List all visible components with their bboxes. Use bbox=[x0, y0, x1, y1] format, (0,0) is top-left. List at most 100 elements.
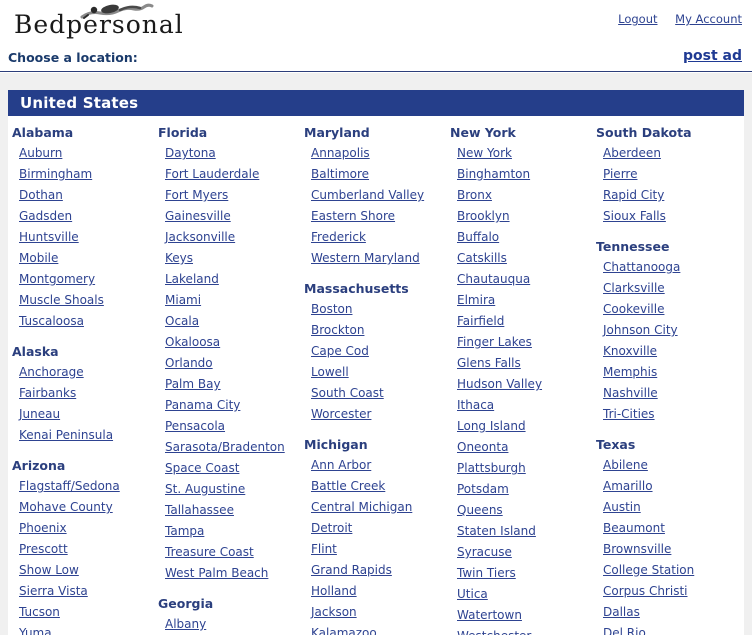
city-link-flint[interactable]: Flint bbox=[311, 542, 337, 556]
city-link-west-palm-beach[interactable]: West Palm Beach bbox=[165, 566, 269, 580]
city-link-albany[interactable]: Albany bbox=[165, 617, 207, 631]
city-link-brooklyn[interactable]: Brooklyn bbox=[457, 209, 510, 223]
city-link-huntsville[interactable]: Huntsville bbox=[19, 230, 79, 244]
city-link-tuscaloosa[interactable]: Tuscaloosa bbox=[19, 314, 84, 328]
city-link-tallahassee[interactable]: Tallahassee bbox=[165, 503, 234, 517]
city-link-college-station[interactable]: College Station bbox=[603, 563, 695, 577]
city-link-long-island[interactable]: Long Island bbox=[457, 419, 526, 433]
city-link-new-york[interactable]: New York bbox=[457, 146, 512, 160]
city-link-show-low[interactable]: Show Low bbox=[19, 563, 79, 577]
city-link-rapid-city[interactable]: Rapid City bbox=[603, 188, 665, 202]
city-link-chautauqua[interactable]: Chautauqua bbox=[457, 272, 531, 286]
city-link-westchester[interactable]: Westchester bbox=[457, 626, 531, 635]
city-link-abilene[interactable]: Abilene bbox=[603, 458, 648, 472]
city-link-staten-island[interactable]: Staten Island bbox=[457, 524, 536, 538]
city-link-lakeland[interactable]: Lakeland bbox=[165, 272, 219, 286]
city-link-boston[interactable]: Boston bbox=[311, 302, 353, 316]
city-link-tri-cities[interactable]: Tri-Cities bbox=[603, 407, 655, 421]
city-link-ocala[interactable]: Ocala bbox=[165, 314, 200, 328]
city-link-anchorage[interactable]: Anchorage bbox=[19, 365, 84, 379]
city-link-fairfield[interactable]: Fairfield bbox=[457, 314, 505, 328]
city-link-brownsville[interactable]: Brownsville bbox=[603, 542, 672, 556]
city-link-catskills[interactable]: Catskills bbox=[457, 251, 507, 265]
city-link-jacksonville[interactable]: Jacksonville bbox=[165, 230, 236, 244]
city-link-birmingham[interactable]: Birmingham bbox=[19, 167, 93, 181]
post-ad-link[interactable]: post ad bbox=[682, 48, 742, 64]
city-link-orlando[interactable]: Orlando bbox=[165, 356, 213, 370]
city-link-kenai-peninsula[interactable]: Kenai Peninsula bbox=[19, 428, 114, 442]
city-link-corpus-christi[interactable]: Corpus Christi bbox=[603, 584, 688, 598]
city-link-pensacola[interactable]: Pensacola bbox=[165, 419, 226, 433]
city-link-prescott[interactable]: Prescott bbox=[19, 542, 68, 556]
city-link-juneau[interactable]: Juneau bbox=[19, 407, 61, 421]
city-link-dallas[interactable]: Dallas bbox=[603, 605, 640, 619]
city-link-kalamazoo[interactable]: Kalamazoo bbox=[311, 626, 377, 635]
city-link-oneonta[interactable]: Oneonta bbox=[457, 440, 509, 454]
city-link-bronx[interactable]: Bronx bbox=[457, 188, 492, 202]
city-link-fort-lauderdale[interactable]: Fort Lauderdale bbox=[165, 167, 260, 181]
city-link-tucson[interactable]: Tucson bbox=[19, 605, 60, 619]
city-link-gadsden[interactable]: Gadsden bbox=[19, 209, 73, 223]
city-link-ithaca[interactable]: Ithaca bbox=[457, 398, 495, 412]
city-link-cape-cod[interactable]: Cape Cod bbox=[311, 344, 369, 358]
city-link-memphis[interactable]: Memphis bbox=[603, 365, 658, 379]
city-link-austin[interactable]: Austin bbox=[603, 500, 641, 514]
city-link-south-coast[interactable]: South Coast bbox=[311, 386, 384, 400]
city-link-grand-rapids[interactable]: Grand Rapids bbox=[311, 563, 392, 577]
city-link-yuma[interactable]: Yuma bbox=[19, 626, 52, 635]
city-link-keys[interactable]: Keys bbox=[165, 251, 194, 265]
city-link-phoenix[interactable]: Phoenix bbox=[19, 521, 67, 535]
city-link-cumberland-valley[interactable]: Cumberland Valley bbox=[311, 188, 425, 202]
city-link-okaloosa[interactable]: Okaloosa bbox=[165, 335, 221, 349]
city-link-frederick[interactable]: Frederick bbox=[311, 230, 366, 244]
city-link-detroit[interactable]: Detroit bbox=[311, 521, 353, 535]
city-link-aberdeen[interactable]: Aberdeen bbox=[603, 146, 661, 160]
city-link-gainesville[interactable]: Gainesville bbox=[165, 209, 231, 223]
city-link-syracuse[interactable]: Syracuse bbox=[457, 545, 512, 559]
city-link-auburn[interactable]: Auburn bbox=[19, 146, 63, 160]
city-link-lowell[interactable]: Lowell bbox=[311, 365, 349, 379]
city-link-fort-myers[interactable]: Fort Myers bbox=[165, 188, 229, 202]
city-link-eastern-shore[interactable]: Eastern Shore bbox=[311, 209, 396, 223]
city-link-mohave-county[interactable]: Mohave County bbox=[19, 500, 113, 514]
city-link-miami[interactable]: Miami bbox=[165, 293, 202, 307]
city-link-worcester[interactable]: Worcester bbox=[311, 407, 372, 421]
city-link-pierre[interactable]: Pierre bbox=[603, 167, 638, 181]
city-link-fairbanks[interactable]: Fairbanks bbox=[19, 386, 77, 400]
city-link-montgomery[interactable]: Montgomery bbox=[19, 272, 96, 286]
city-link-clarksville[interactable]: Clarksville bbox=[603, 281, 665, 295]
city-link-hudson-valley[interactable]: Hudson Valley bbox=[457, 377, 543, 391]
city-link-chattanooga[interactable]: Chattanooga bbox=[603, 260, 681, 274]
city-link-brockton[interactable]: Brockton bbox=[311, 323, 365, 337]
city-link-cookeville[interactable]: Cookeville bbox=[603, 302, 665, 316]
city-link-western-maryland[interactable]: Western Maryland bbox=[311, 251, 420, 265]
site-logo[interactable]: Bedpersonal bbox=[14, 3, 183, 40]
city-link-palm-bay[interactable]: Palm Bay bbox=[165, 377, 221, 391]
city-link-muscle-shoals[interactable]: Muscle Shoals bbox=[19, 293, 104, 307]
city-link-panama-city[interactable]: Panama City bbox=[165, 398, 241, 412]
city-link-daytona[interactable]: Daytona bbox=[165, 146, 216, 160]
city-link-central-michigan[interactable]: Central Michigan bbox=[311, 500, 413, 514]
city-link-space-coast[interactable]: Space Coast bbox=[165, 461, 240, 475]
city-link-amarillo[interactable]: Amarillo bbox=[603, 479, 653, 493]
city-link-plattsburgh[interactable]: Plattsburgh bbox=[457, 461, 526, 475]
city-link-holland[interactable]: Holland bbox=[311, 584, 357, 598]
city-link-beaumont[interactable]: Beaumont bbox=[603, 521, 665, 535]
city-link-nashville[interactable]: Nashville bbox=[603, 386, 658, 400]
city-link-baltimore[interactable]: Baltimore bbox=[311, 167, 370, 181]
city-link-potsdam[interactable]: Potsdam bbox=[457, 482, 509, 496]
city-link-flagstaff-sedona[interactable]: Flagstaff/Sedona bbox=[19, 479, 120, 493]
city-link-ann-arbor[interactable]: Ann Arbor bbox=[311, 458, 372, 472]
city-link-annapolis[interactable]: Annapolis bbox=[311, 146, 370, 160]
city-link-mobile[interactable]: Mobile bbox=[19, 251, 59, 265]
city-link-queens[interactable]: Queens bbox=[457, 503, 503, 517]
city-link-knoxville[interactable]: Knoxville bbox=[603, 344, 658, 358]
city-link-binghamton[interactable]: Binghamton bbox=[457, 167, 531, 181]
city-link-elmira[interactable]: Elmira bbox=[457, 293, 496, 307]
city-link-sioux-falls[interactable]: Sioux Falls bbox=[603, 209, 666, 223]
city-link-jackson[interactable]: Jackson bbox=[311, 605, 357, 619]
city-link-st-augustine[interactable]: St. Augustine bbox=[165, 482, 246, 496]
city-link-twin-tiers[interactable]: Twin Tiers bbox=[457, 566, 516, 580]
city-link-battle-creek[interactable]: Battle Creek bbox=[311, 479, 386, 493]
city-link-treasure-coast[interactable]: Treasure Coast bbox=[165, 545, 254, 559]
